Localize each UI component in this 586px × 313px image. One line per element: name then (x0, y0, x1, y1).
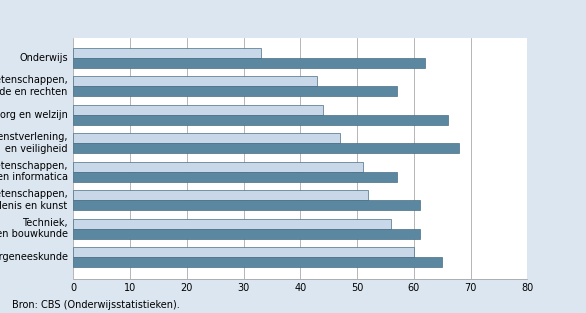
Bar (73, 58, 425, 68)
Bar (73, 105, 323, 115)
Bar (73, 115, 448, 125)
Bar (73, 86, 397, 96)
Bar (73, 257, 442, 267)
Bar (73, 48, 261, 58)
Bar (73, 190, 369, 200)
Bar (73, 219, 391, 229)
Bar (73, 247, 414, 257)
Bar (73, 133, 340, 143)
Bar (73, 229, 420, 239)
Bar (73, 200, 420, 210)
Bar (73, 162, 363, 172)
Text: Bron: CBS (Onderwijsstatistieken).: Bron: CBS (Onderwijsstatistieken). (12, 300, 179, 310)
Bar (73, 172, 397, 182)
Bar (73, 143, 459, 153)
Bar (73, 76, 318, 86)
